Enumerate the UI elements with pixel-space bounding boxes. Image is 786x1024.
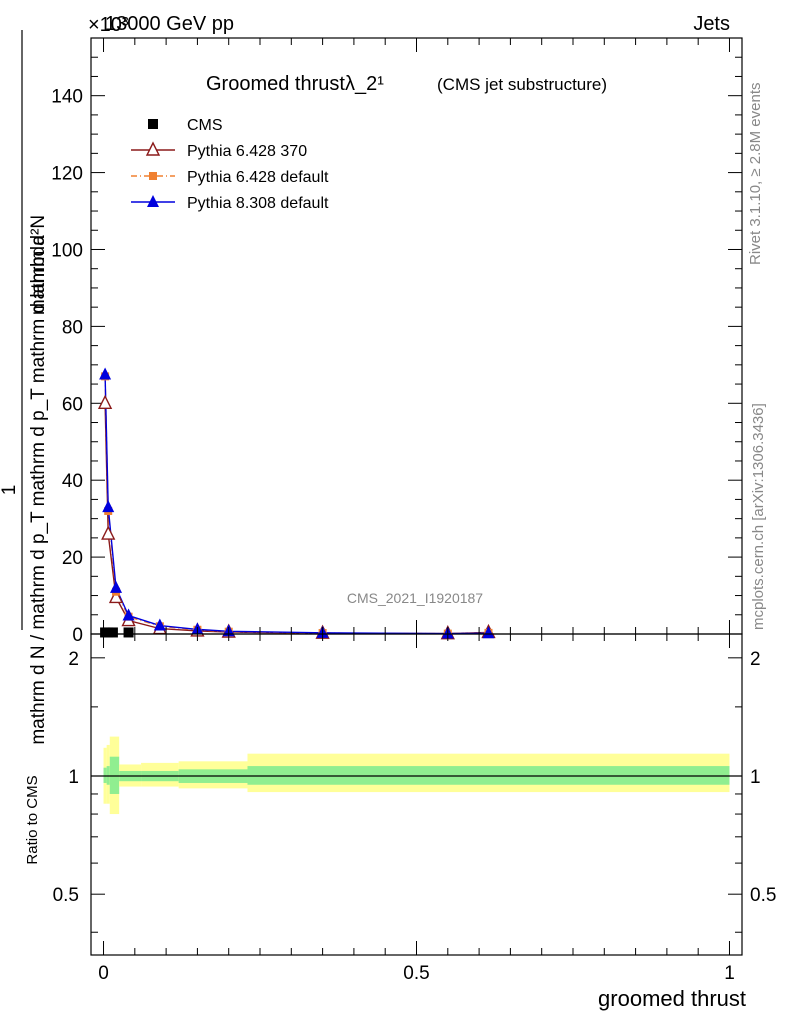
y-tick-label: 0: [72, 625, 83, 646]
legend-label: Pythia 8.308 default: [187, 195, 329, 212]
subtitle-text: (CMS jet substructure): [437, 75, 607, 94]
data-point-pythia8: [153, 618, 166, 631]
ratio-tick-label-right: 1: [750, 767, 761, 788]
header-jets-label: Jets: [693, 13, 730, 35]
y-tick-label: 40: [62, 471, 83, 492]
data-point-pythia6-370: [145, 141, 161, 156]
mcplots-label: mcplots.cern.ch [arXiv:1306.3436]: [750, 403, 767, 630]
rivet-version-label: Rivet 3.1.10, ≥ 2.8M events: [747, 83, 764, 266]
y-tick-label: 120: [51, 164, 83, 185]
x-tick-label: 0: [98, 963, 109, 984]
header-energy-label: 13000 GeV pp: [105, 13, 234, 35]
ratio-green-band: [103, 767, 107, 783]
data-point-pythia8: [482, 626, 495, 639]
main-plot: 0 20 40 60 80 100 120 140: [51, 37, 743, 646]
ylabel-top: mathrm d²N: [28, 215, 49, 315]
ratio-frame: [90, 633, 743, 956]
xlabel: groomed thrust: [598, 986, 746, 1011]
main-ylabel: mathrm d²N 1 mathrm d N / mathrm d p_T m…: [0, 30, 49, 745]
y-tick-label: 80: [62, 317, 83, 338]
ratio-tick-label: 2: [68, 649, 79, 670]
data-point-cms: [148, 119, 158, 129]
title-text: Groomed thrustλ_2¹: [206, 73, 384, 95]
data-point-pythia8: [122, 608, 135, 621]
ylabel-numerator: 1: [0, 485, 20, 496]
plot-title: Groomed thrustλ_2¹ (CMS jet substructure…: [206, 73, 607, 95]
data-point-cms: [107, 627, 118, 638]
analysis-watermark: CMS_2021_I1920187: [347, 590, 483, 606]
legend: CMS Pythia 6.428 370 Pythia 6.428 default P…: [131, 117, 329, 212]
y-tick-label: 60: [62, 394, 83, 415]
ratio-green-band: [109, 756, 120, 794]
data-point-pythia8: [102, 500, 115, 513]
y-tick-label: 140: [51, 87, 83, 108]
ratio-ylabel: Ratio to CMS: [24, 775, 41, 864]
exponent-label: ×10³: [88, 14, 129, 36]
ratio-tick-label: 1: [68, 767, 79, 788]
ratio-plot: 0 0.5 1 0.5 0.5 1 1 2 2: [53, 38, 776, 984]
data-point-pythia6-370: [97, 394, 113, 409]
legend-label: CMS: [187, 117, 223, 134]
x-tick-label: 0.5: [403, 963, 429, 984]
ratio-tick-label-right: 0.5: [750, 885, 776, 906]
x-tick-label: 1: [724, 963, 735, 984]
data-point-pythia8: [147, 195, 159, 207]
data-point-cms: [123, 627, 134, 638]
ratio-tick-label-right: 2: [750, 649, 761, 670]
data-point-pythia8: [99, 367, 112, 380]
data-point-pythia6-370: [101, 525, 116, 540]
ylabel-denominator: mathrm d N / mathrm d p_T mathrm d p_T m…: [28, 235, 49, 745]
legend-label: Pythia 6.428 370: [187, 143, 307, 160]
ratio-tick-label: 0.5: [53, 885, 79, 906]
legend-label: Pythia 6.428 default: [187, 169, 329, 186]
y-tick-label: 100: [51, 240, 83, 261]
y-tick-label: 20: [62, 548, 83, 569]
data-point-pythia6-default: [149, 172, 157, 180]
data-point-pythia6-370: [108, 588, 124, 604]
data-point-pythia8: [110, 580, 123, 593]
